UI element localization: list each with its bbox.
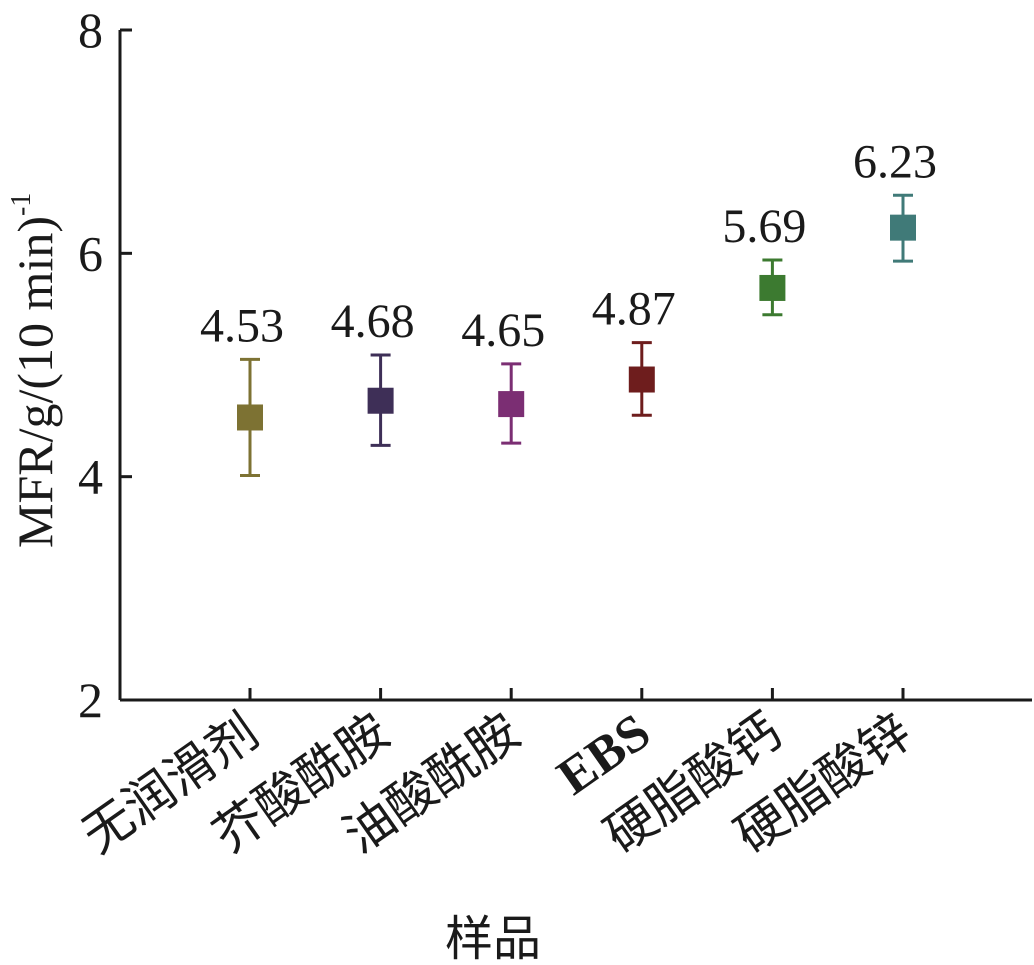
y-tick-label: 4 (78, 449, 103, 505)
y-tick-label: 2 (78, 672, 103, 728)
y-tick-label: 6 (78, 225, 103, 281)
x-ticks (248, 688, 905, 700)
y-axis-label-text: MFR/g/(10 min) (7, 216, 63, 548)
data-value-label: 4.53 (200, 299, 284, 352)
y-tick-label: 8 (78, 2, 103, 58)
data-value-label: 4.68 (331, 295, 415, 348)
data-point-marker (498, 391, 525, 418)
axes (118, 30, 1032, 702)
data-value-label: 5.69 (722, 200, 806, 253)
data-value-label: 4.65 (461, 304, 545, 357)
y-axis-label: MFR/g/(10 min)-1 (6, 193, 63, 548)
data-point-marker (367, 387, 394, 414)
data-series: 4.53 4.68 4.65 4.87 5.69 6.23 (200, 135, 937, 478)
data-value-label: 6.23 (853, 135, 937, 188)
x-axis-label: 样品 (445, 913, 541, 965)
y-axis-label-superscript: -1 (6, 193, 37, 216)
y-ticks: 2 4 6 8 (78, 2, 132, 728)
data-point-marker (759, 274, 786, 301)
data-value-label: 4.87 (592, 283, 676, 336)
data-point-marker (628, 366, 655, 393)
data-point-marker (237, 404, 263, 431)
data-point-marker (890, 214, 916, 241)
